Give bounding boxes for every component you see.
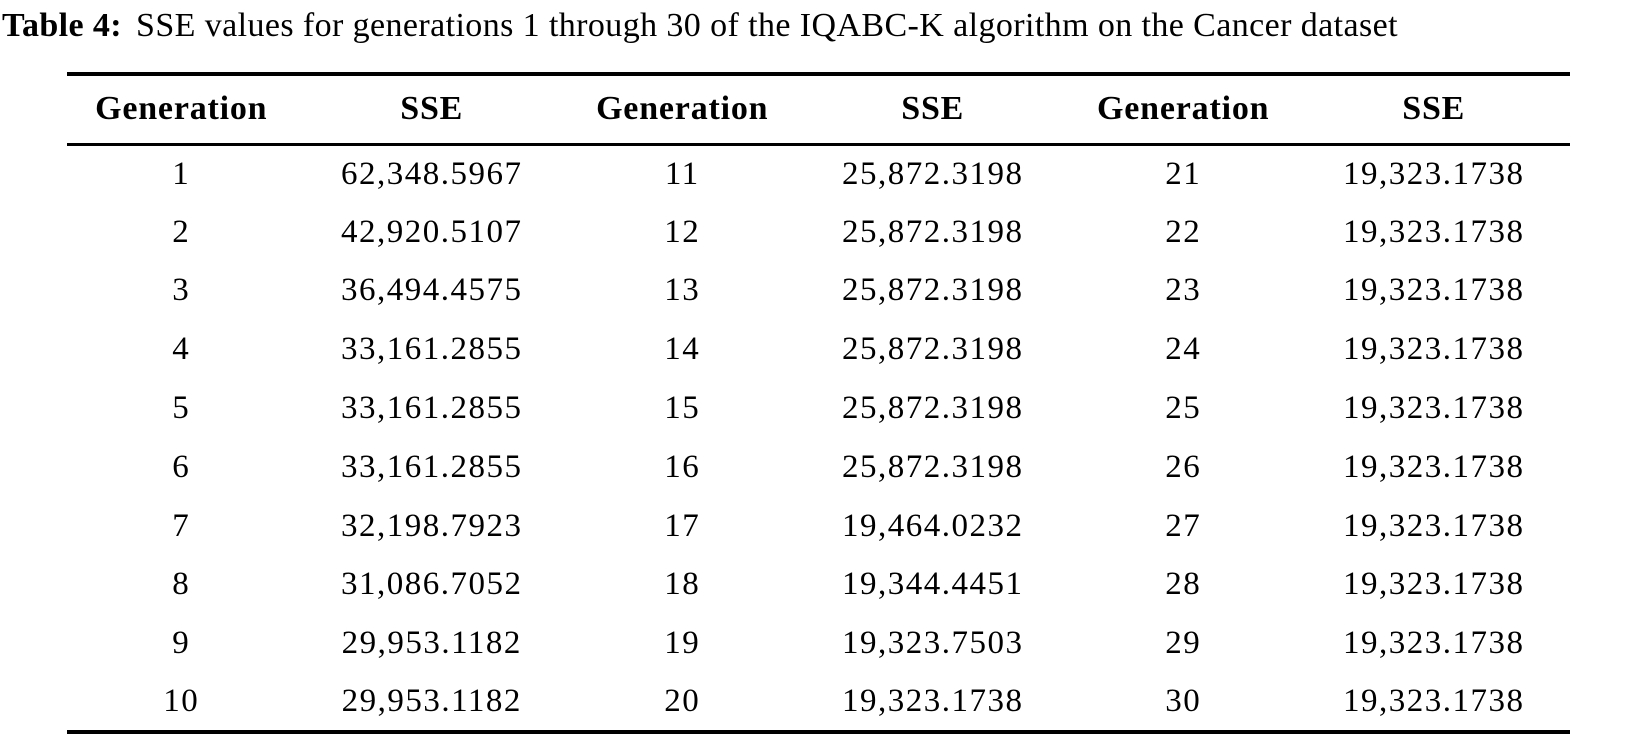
generation-cell: 25 xyxy=(1165,390,1202,427)
sse-cell: 19,323.1738 xyxy=(1342,155,1525,192)
sse-cell: 19,323.1738 xyxy=(1342,331,1525,368)
sse-cell: 33,161.2855 xyxy=(340,331,523,368)
generation-cell: 18 xyxy=(664,566,701,603)
table-row: 9 29,953.1182 19 19,323.7503 29 19,323.1… xyxy=(67,614,1570,673)
generation-cell: 28 xyxy=(1165,566,1202,603)
generation-cell: 8 xyxy=(172,566,191,603)
sse-cell: 19,323.1738 xyxy=(1342,213,1525,250)
sse-cell: 29,953.1182 xyxy=(341,625,522,662)
table-row: 5 33,161.2855 15 25,872.3198 25 19,323.1… xyxy=(67,379,1570,438)
generation-cell: 1 xyxy=(172,155,191,192)
column-header-sse-1: SSE xyxy=(295,74,568,146)
sse-cell: 19,464.0232 xyxy=(841,507,1024,544)
sse-table: Generation SSE Generation SSE Generation… xyxy=(67,72,1570,734)
sse-cell: 25,872.3198 xyxy=(841,331,1024,368)
generation-cell: 5 xyxy=(172,390,191,427)
generation-cell: 19 xyxy=(664,625,701,662)
sse-cell: 33,161.2855 xyxy=(340,390,523,427)
generation-cell: 7 xyxy=(172,507,191,544)
generation-cell: 11 xyxy=(664,155,700,192)
column-header-generation-2: Generation xyxy=(567,74,797,146)
generation-cell: 13 xyxy=(664,272,701,309)
table-row: 1 62,348.5967 11 25,872.3198 21 19,323.1… xyxy=(67,144,1570,203)
table-row: 10 29,953.1182 20 19,323.1738 30 19,323.… xyxy=(67,673,1570,732)
column-header-generation-3: Generation xyxy=(1068,74,1298,146)
sse-cell: 25,872.3198 xyxy=(841,155,1024,192)
sse-cell: 19,323.1738 xyxy=(1342,390,1525,427)
sse-cell: 25,872.3198 xyxy=(841,272,1024,309)
sse-cell: 19,323.1738 xyxy=(1342,683,1525,720)
sse-cell: 19,323.1738 xyxy=(1342,272,1525,309)
generation-cell: 30 xyxy=(1165,683,1202,720)
column-header-sse-2: SSE xyxy=(796,74,1069,146)
generation-cell: 15 xyxy=(664,390,701,427)
sse-cell: 25,872.3198 xyxy=(841,213,1024,250)
sse-cell: 19,323.1738 xyxy=(1342,507,1525,544)
sse-cell: 19,323.1738 xyxy=(841,683,1024,720)
generation-cell: 17 xyxy=(664,507,701,544)
table-caption-text: SSE values for generations 1 through 30 … xyxy=(136,7,1398,44)
header-row: Generation SSE Generation SSE Generation… xyxy=(67,74,1570,146)
generation-cell: 27 xyxy=(1165,507,1202,544)
table-caption: Table 4: SSE values for generations 1 thr… xyxy=(2,2,1634,50)
table-row: 3 36,494.4575 13 25,872.3198 23 19,323.1… xyxy=(67,262,1570,321)
table-row: 2 42,920.5107 12 25,872.3198 22 19,323.1… xyxy=(67,203,1570,262)
sse-cell: 62,348.5967 xyxy=(340,155,523,192)
generation-cell: 29 xyxy=(1165,625,1202,662)
table-row: 4 33,161.2855 14 25,872.3198 24 19,323.1… xyxy=(67,320,1570,379)
sse-cell: 19,323.1738 xyxy=(1342,566,1525,603)
generation-cell: 9 xyxy=(172,625,191,662)
generation-cell: 23 xyxy=(1165,272,1202,309)
generation-cell: 20 xyxy=(664,683,701,720)
generation-cell: 4 xyxy=(172,331,191,368)
table-row: 6 33,161.2855 16 25,872.3198 26 19,323.1… xyxy=(67,438,1570,497)
sse-cell: 31,086.7052 xyxy=(340,566,523,603)
generation-cell: 10 xyxy=(163,683,200,720)
sse-cell: 19,323.7503 xyxy=(841,625,1024,662)
sse-cell: 25,872.3198 xyxy=(841,390,1024,427)
sse-cell: 36,494.4575 xyxy=(340,272,523,309)
generation-cell: 6 xyxy=(172,448,191,485)
table-row: 7 32,198.7923 17 19,464.0232 27 19,323.1… xyxy=(67,497,1570,556)
generation-cell: 12 xyxy=(664,213,701,250)
generation-cell: 26 xyxy=(1165,448,1202,485)
generation-cell: 22 xyxy=(1165,213,1202,250)
sse-cell: 19,323.1738 xyxy=(1342,625,1525,662)
generation-cell: 3 xyxy=(172,272,191,309)
sse-cell: 19,323.1738 xyxy=(1342,448,1525,485)
sse-cell: 29,953.1182 xyxy=(341,683,522,720)
sse-cell: 42,920.5107 xyxy=(340,213,523,250)
sse-cell: 25,872.3198 xyxy=(841,448,1024,485)
generation-cell: 14 xyxy=(664,331,701,368)
column-header-sse-3: SSE xyxy=(1297,74,1570,146)
sse-cell: 19,344.4451 xyxy=(841,566,1024,603)
generation-cell: 2 xyxy=(172,213,191,250)
table-row: 8 31,086.7052 18 19,344.4451 28 19,323.1… xyxy=(67,556,1570,615)
table-caption-label: Table 4: xyxy=(2,7,123,44)
generation-cell: 21 xyxy=(1165,155,1202,192)
sse-cell: 33,161.2855 xyxy=(340,448,523,485)
generation-cell: 16 xyxy=(664,448,701,485)
column-header-generation-1: Generation xyxy=(67,74,296,146)
sse-cell: 32,198.7923 xyxy=(340,507,523,544)
generation-cell: 24 xyxy=(1165,331,1202,368)
